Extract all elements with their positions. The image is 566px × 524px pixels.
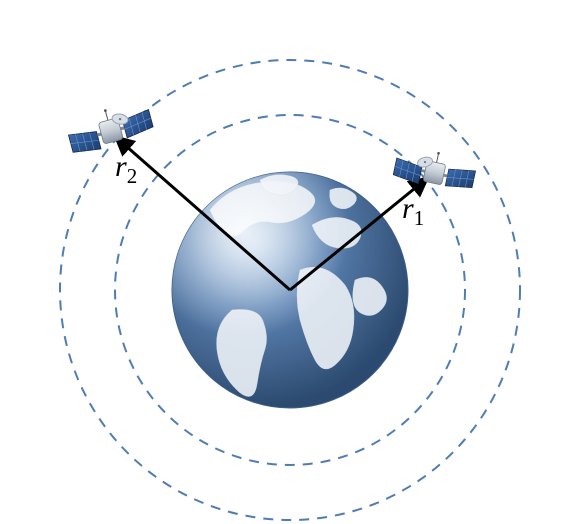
label-r2-var: r: [115, 150, 127, 183]
label-r1-sub: 1: [414, 206, 425, 230]
label-r1: r1: [402, 192, 424, 231]
label-r2-sub: 2: [127, 164, 138, 188]
satellite-inner: [392, 144, 477, 195]
satellite-outer: [64, 98, 155, 156]
label-r2: r2: [115, 150, 137, 189]
label-r1-var: r: [402, 192, 414, 225]
orbit-diagram: [0, 0, 566, 524]
